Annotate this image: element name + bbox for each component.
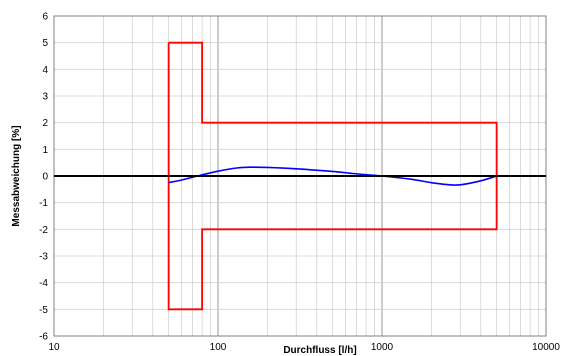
y-tick-label: 2 (42, 118, 48, 129)
y-tick-label: -2 (39, 225, 48, 236)
y-tick-label: -6 (39, 332, 48, 343)
y-tick-label: 0 (42, 172, 48, 183)
y-tick-label: -3 (39, 252, 48, 263)
x-tick-label: 10000 (532, 342, 560, 353)
y-tick-label: -5 (39, 305, 48, 316)
y-tick-labels: -6 -5 -4 -3 -2 -1 0 1 2 3 4 5 6 (39, 12, 48, 343)
y-tick-label: -1 (39, 198, 48, 209)
y-tick-label: -4 (39, 278, 48, 289)
y-tick-label: 3 (42, 92, 48, 103)
x-axis-label: Durchfluss [l/h] (283, 345, 356, 356)
y-axis-label: Messabweichung [%] (11, 125, 22, 226)
y-tick-label: 4 (42, 65, 48, 76)
tolerance-envelope-line (167, 41, 498, 311)
error-curve-line (168, 166, 497, 186)
x-tick-label: 10 (48, 342, 60, 353)
y-tick-label: 6 (42, 12, 48, 23)
x-tick-labels: 10 100 1000 10000 (48, 342, 560, 353)
x-tick-label: 100 (210, 342, 227, 353)
y-tick-label: 5 (42, 38, 48, 49)
y-tick-label: 1 (42, 145, 48, 156)
x-tick-label: 1000 (371, 342, 394, 353)
series-layer (54, 41, 546, 311)
